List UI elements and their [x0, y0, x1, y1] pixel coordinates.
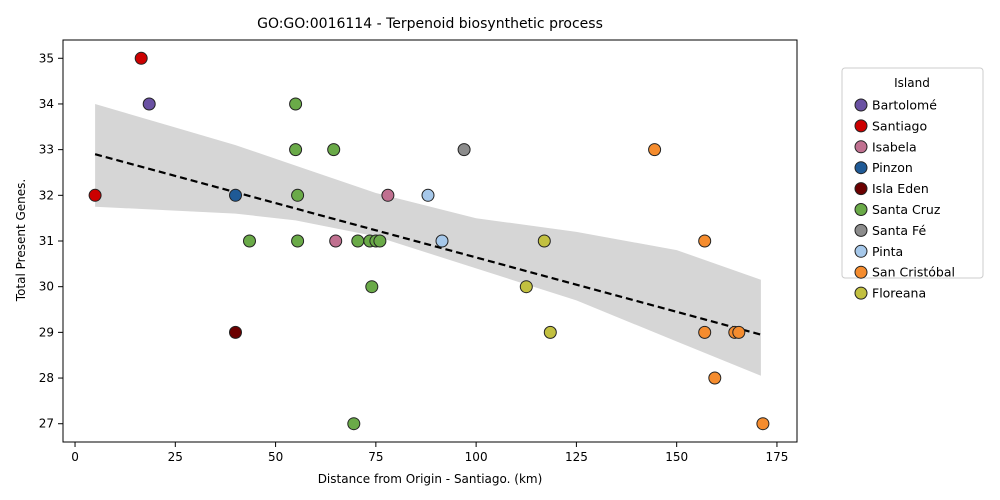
y-tick-label: 27	[39, 417, 54, 431]
x-tick-label: 175	[765, 450, 788, 464]
legend-entry-label: Isla Eden	[872, 181, 929, 196]
x-tick-label: 0	[71, 450, 79, 464]
legend-marker	[854, 203, 868, 216]
chart-title: GO:GO:0016114 - Terpenoid biosynthetic p…	[257, 16, 603, 32]
legend-marker	[854, 140, 868, 154]
data-point	[134, 51, 148, 65]
data-point	[435, 234, 449, 248]
data-point	[88, 188, 102, 202]
legend-marker	[854, 286, 868, 300]
trendline-layer	[94, 153, 762, 336]
x-tick-label: 75	[368, 450, 383, 464]
x-tick-label: 150	[665, 450, 688, 464]
data-point	[543, 325, 557, 339]
legend-entry-label: Santiago	[872, 118, 927, 133]
legend-frame	[841, 67, 984, 279]
data-point	[698, 325, 712, 339]
data-point	[289, 143, 303, 157]
legend-entry-label: San Cristóbal	[872, 265, 955, 280]
data-point	[381, 188, 395, 202]
data-point	[142, 97, 156, 111]
x-axis-label: Distance from Origin - Santiago. (km)	[318, 472, 543, 486]
data-point	[708, 371, 722, 385]
data-point	[243, 234, 256, 248]
data-point	[329, 234, 343, 248]
legend: Island Bartolomé Santiago Isabela Pinzon Isl…	[841, 67, 984, 301]
legend-marker	[854, 265, 868, 279]
legend-marker	[854, 98, 868, 112]
y-tick-label: 31	[39, 234, 54, 248]
data-point	[648, 143, 662, 157]
legend-entry-label: Bartolomé	[872, 98, 937, 113]
legend-marker	[854, 161, 868, 175]
y-tick-label: 35	[39, 51, 54, 65]
data-point	[756, 417, 770, 431]
data-point	[365, 280, 379, 294]
y-tick-label: 33	[39, 143, 54, 157]
legend-entry-label: Santa Cruz	[872, 202, 941, 217]
data-point	[289, 97, 303, 111]
legend-title: Island	[894, 76, 930, 90]
data-point	[291, 234, 305, 248]
legend-entry-label: Santa Fé	[872, 223, 927, 238]
y-tick-label: 30	[39, 280, 54, 294]
x-tick-label: 100	[465, 450, 488, 464]
y-tick-label: 34	[39, 97, 54, 111]
data-point	[537, 234, 551, 248]
y-axis-ticks: 27 28 29 30 31 32 33 34 35	[39, 51, 63, 431]
legend-marker	[854, 223, 868, 237]
confidence-band-layer	[95, 104, 761, 376]
data-point	[327, 143, 341, 157]
data-point	[229, 325, 242, 339]
x-tick-label: 25	[168, 450, 183, 464]
legend-marker	[854, 119, 868, 133]
y-tick-label: 32	[39, 188, 54, 202]
data-point	[519, 280, 533, 294]
data-point	[698, 234, 712, 248]
legend-entry-label: Floreana	[872, 286, 926, 301]
data-point	[347, 417, 361, 431]
data-point	[421, 188, 435, 202]
data-points-layer	[88, 51, 770, 431]
y-tick-label: 28	[39, 371, 54, 385]
y-tick-label: 29	[39, 325, 54, 339]
legend-entry-label: Isabela	[872, 139, 917, 154]
confidence-band	[95, 104, 761, 376]
x-axis-ticks: 0 25 50 75 100 125 150 175	[71, 442, 788, 464]
legend-entry-label: Pinzon	[872, 160, 913, 175]
legend-marker	[854, 244, 868, 258]
data-point	[229, 188, 242, 202]
x-tick-label: 50	[268, 450, 283, 464]
data-point	[457, 143, 471, 157]
data-point	[732, 325, 746, 339]
data-point	[373, 234, 387, 248]
data-point	[291, 188, 305, 202]
x-tick-label: 125	[565, 450, 588, 464]
trendline	[94, 153, 762, 336]
data-point	[351, 234, 365, 248]
legend-marker	[854, 182, 868, 196]
legend-entry-label: Pinta	[872, 244, 903, 259]
y-axis-label: Total Present Genes.	[14, 179, 28, 302]
